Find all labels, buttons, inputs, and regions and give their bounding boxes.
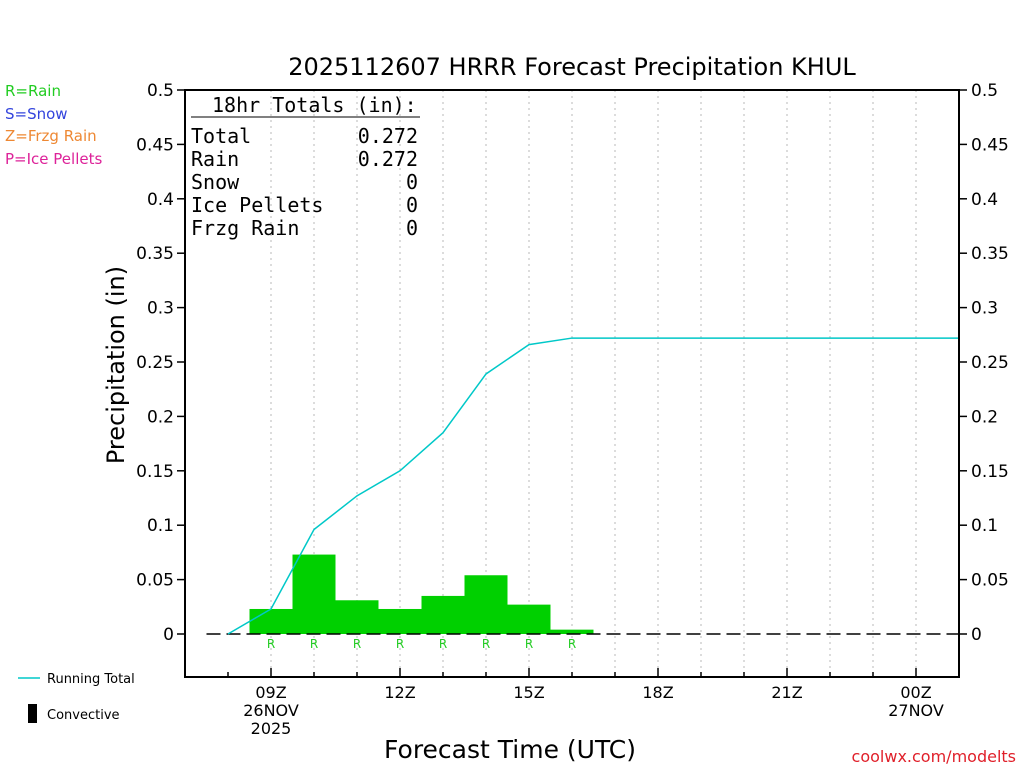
x-tick-label: 18Z bbox=[642, 683, 673, 702]
y-tick-label-left: 0.1 bbox=[147, 516, 174, 536]
y-tick-label-left: 0 bbox=[163, 625, 174, 645]
precip-type-label: R bbox=[439, 637, 447, 651]
y-tick-label-left: 0.3 bbox=[147, 299, 174, 319]
running-total-series bbox=[227, 337, 959, 635]
y-tick-label-left: 0.2 bbox=[147, 407, 174, 427]
y-tick-label-left: 0.15 bbox=[136, 462, 174, 482]
precip-type-label: R bbox=[525, 637, 533, 651]
convective-legend-swatch bbox=[28, 704, 37, 723]
y-tick-label-left: 0.35 bbox=[136, 244, 174, 264]
totals-label-snow: Snow bbox=[191, 170, 240, 194]
y-axis-label: Precipitation (in) bbox=[102, 266, 130, 464]
axes: 0.5 0.5 0.45 0.45 0.4 0.4 0.35 0.35 0.3 0.3 0.25 0.… bbox=[136, 81, 1009, 738]
precip-bar bbox=[335, 600, 379, 634]
precip-bars bbox=[249, 554, 594, 634]
totals-heading: 18hr Totals (in): bbox=[212, 93, 417, 117]
x-tick-label: 12Z bbox=[384, 683, 415, 702]
y-tick-label-left: 0.45 bbox=[136, 135, 174, 155]
y-tick-label-right: 0.05 bbox=[971, 571, 1009, 591]
y-tick-label-left: 0.25 bbox=[136, 353, 174, 373]
grid-lines bbox=[270, 90, 917, 677]
x-axis-label: Forecast Time (UTC) bbox=[384, 735, 636, 764]
precip-type-label: R bbox=[568, 637, 576, 651]
legend-rain: R=Rain bbox=[5, 82, 61, 100]
y-tick-label-right: 0.4 bbox=[971, 190, 998, 210]
totals-label-frzg-rain: Frzg Rain bbox=[191, 216, 299, 240]
series-legend: Running Total Convective bbox=[18, 672, 135, 723]
x-tick-label: 27NOV bbox=[888, 701, 944, 720]
y-tick-label-right: 0.3 bbox=[971, 299, 998, 319]
x-tick-label: 15Z bbox=[513, 683, 544, 702]
precip-type-label: R bbox=[310, 637, 318, 651]
running-total-line bbox=[227, 337, 959, 635]
legend-frzg-rain: Z=Frzg Rain bbox=[5, 127, 97, 145]
y-tick-label-right: 0.15 bbox=[971, 462, 1009, 482]
precip-type-label: R bbox=[482, 637, 490, 651]
precip-bar bbox=[378, 608, 422, 634]
precip-type-label: R bbox=[267, 637, 275, 651]
x-tick-label: 00Z bbox=[900, 683, 931, 702]
totals-value-snow: 0 bbox=[406, 170, 418, 194]
precip-type-label: R bbox=[396, 637, 404, 651]
y-tick-label-left: 0.5 bbox=[147, 81, 174, 101]
y-tick-label-right: 0.45 bbox=[971, 135, 1009, 155]
totals-value-ice-pellets: 0 bbox=[406, 193, 418, 217]
legend-snow: S=Snow bbox=[5, 105, 68, 123]
precip-bar bbox=[292, 554, 336, 634]
y-tick-label-left: 0.05 bbox=[136, 571, 174, 591]
totals-label-rain: Rain bbox=[191, 147, 239, 171]
y-tick-label-right: 0.1 bbox=[971, 516, 998, 536]
type-legend: R=Rain S=Snow Z=Frzg Rain P=Ice Pellets bbox=[5, 82, 102, 168]
y-tick-label-right: 0.35 bbox=[971, 244, 1009, 264]
running-total-legend-label: Running Total bbox=[47, 672, 135, 687]
legend-ice-pellets: P=Ice Pellets bbox=[5, 150, 102, 168]
precip-bar bbox=[421, 595, 465, 634]
precip-bar bbox=[550, 629, 594, 634]
watermark-text: coolwx.com/modelts bbox=[852, 747, 1016, 766]
totals-value-total: 0.272 bbox=[358, 124, 418, 148]
totals-label-total: Total bbox=[191, 124, 251, 148]
precip-bar bbox=[464, 575, 508, 634]
totals-label-ice-pellets: Ice Pellets bbox=[191, 193, 323, 217]
y-tick-label-left: 0.4 bbox=[147, 190, 174, 210]
x-tick-label: 21Z bbox=[771, 683, 802, 702]
y-tick-label-right: 0.25 bbox=[971, 353, 1009, 373]
x-tick-label: 2025 bbox=[251, 719, 292, 738]
precip-bar bbox=[507, 604, 551, 634]
precip-bar bbox=[249, 608, 293, 634]
precip-type-label: R bbox=[353, 637, 361, 651]
y-tick-label-right: 0.5 bbox=[971, 81, 998, 101]
totals-value-rain: 0.272 bbox=[358, 147, 418, 171]
totals-box: 18hr Totals (in): Total 0.272 Rain 0.272… bbox=[191, 93, 420, 240]
y-tick-label-right: 0 bbox=[971, 625, 982, 645]
totals-value-frzg-rain: 0 bbox=[406, 216, 418, 240]
convective-legend-label: Convective bbox=[47, 708, 120, 723]
chart-title: 2025112607 HRRR Forecast Precipitation K… bbox=[288, 53, 856, 81]
x-tick-label: 26NOV bbox=[243, 701, 299, 720]
y-tick-label-right: 0.2 bbox=[971, 407, 998, 427]
x-tick-label: 09Z bbox=[255, 683, 286, 702]
